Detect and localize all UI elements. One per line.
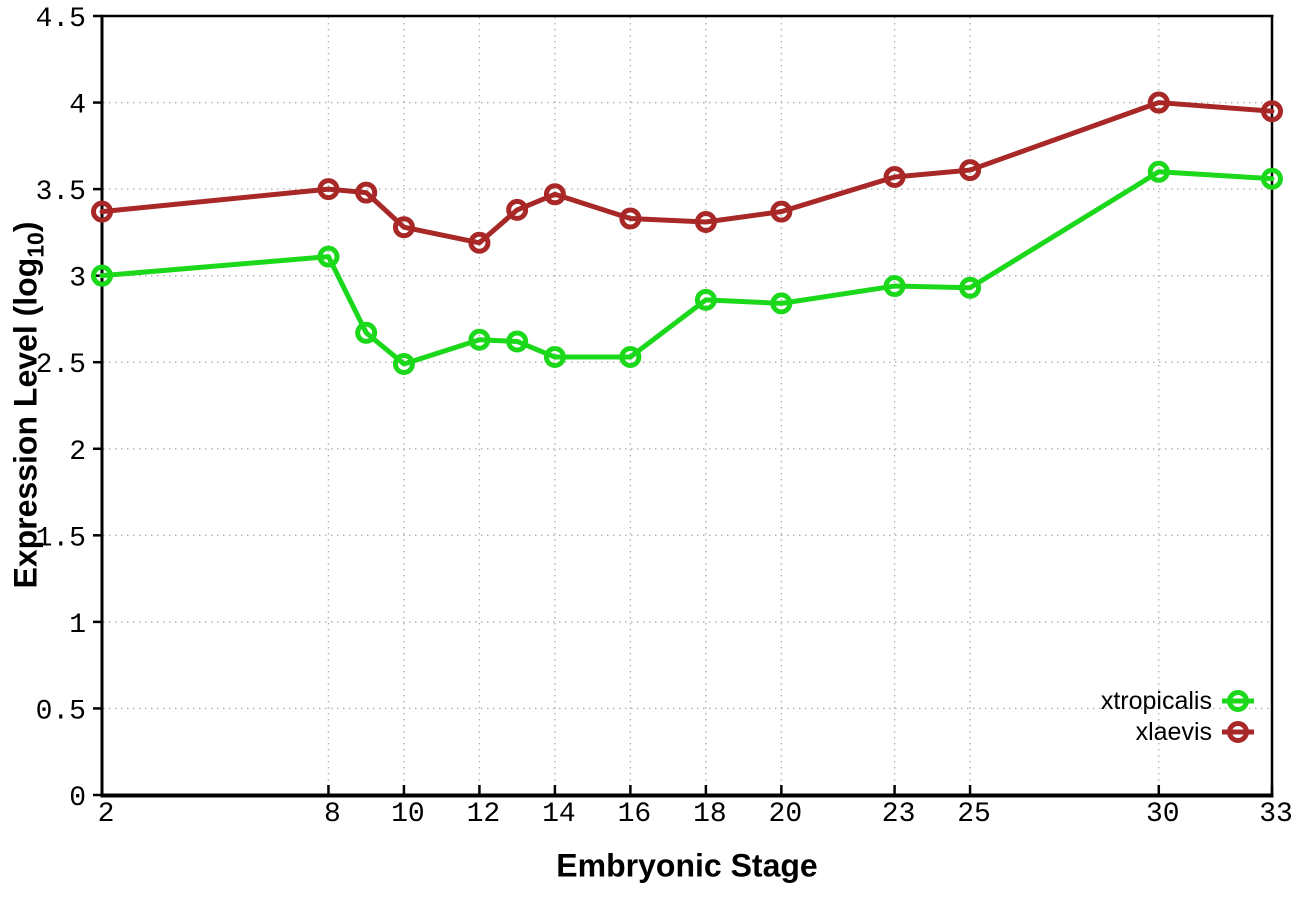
y-tick-label: 3.5 [36,177,86,208]
series-xtropicalis-marker [619,346,642,369]
x-tick-label: 33 [1259,799,1293,830]
x-tick-label: 12 [467,799,501,830]
series-xtropicalis-marker [883,275,906,298]
y-axis-title-text: Expression Level (log [7,257,44,589]
series-xtropicalis-marker [317,245,340,268]
x-tick-label: 8 [324,799,341,830]
series-xtropicalis-marker [355,321,378,344]
series-xlaevis-marker [506,198,529,221]
y-tick-label: 3 [69,264,86,295]
y-tick-label: 1.5 [36,523,86,554]
series-xtropicalis-marker [91,264,113,287]
series-xlaevis-line [99,100,1275,246]
x-tick-label: 16 [618,799,652,830]
y-tick-label: 4 [69,91,86,122]
series-xlaevis-marker [91,200,113,223]
x-tick-label: 23 [882,799,916,830]
series-xlaevis-marker [392,216,415,239]
series-xlaevis-marker [317,178,340,201]
legend-sample-marker-xtropicalis [1227,690,1249,712]
series-xtropicalis-marker [959,276,982,299]
series-xtropicalis-marker [770,292,793,315]
series-xlaevis-marker [355,181,378,204]
series-xtropicalis-marker [1261,167,1283,190]
x-tick-label: 10 [391,799,425,830]
series-xlaevis-marker [1261,100,1283,123]
y-tick-label: 2 [69,437,86,468]
series-xlaevis-marker [770,200,793,223]
legend-label-xlaevis: xlaevis [1136,718,1212,746]
x-tick-label: 25 [957,799,991,830]
x-tick-label: 20 [769,799,803,830]
series-xtropicalis-line [99,169,1275,367]
series-xlaevis-marker [543,183,566,206]
series-xlaevis-marker [468,231,491,254]
series-xlaevis-marker [619,207,642,230]
y-tick-label: 4.5 [36,4,86,35]
series-xlaevis-marker [1147,91,1170,114]
x-tick-label: 30 [1146,799,1180,830]
y-tick-label: 0.5 [36,696,86,727]
series-xlaevis-marker [883,165,906,188]
y-tick-label: 0 [69,783,86,814]
y-axis-title-subscript: 10 [22,232,49,258]
series-xtropicalis-marker [392,352,415,375]
y-axis-title-suffix: ) [7,221,44,233]
series-xlaevis-marker [959,159,982,182]
series-xtropicalis-marker [543,346,566,369]
series-xtropicalis-marker [1147,160,1170,183]
series-xtropicalis-marker [468,328,491,351]
series-xtropicalis-marker [506,330,529,353]
x-axis-title: Embryonic Stage [556,847,818,884]
legend-label-xtropicalis: xtropicalis [1101,687,1212,715]
y-tick-label: 1 [69,610,86,641]
y-axis-title: Expression Level (log10) [7,221,49,589]
x-tick-label: 18 [693,799,727,830]
series-xtropicalis-marker [694,288,717,311]
y-tick-label: 2.5 [36,350,86,381]
x-tick-label: 14 [542,799,576,830]
legend-sample-marker-xlaevis [1227,721,1249,743]
series-xlaevis-marker [694,211,717,234]
x-tick-label: 2 [98,799,115,830]
